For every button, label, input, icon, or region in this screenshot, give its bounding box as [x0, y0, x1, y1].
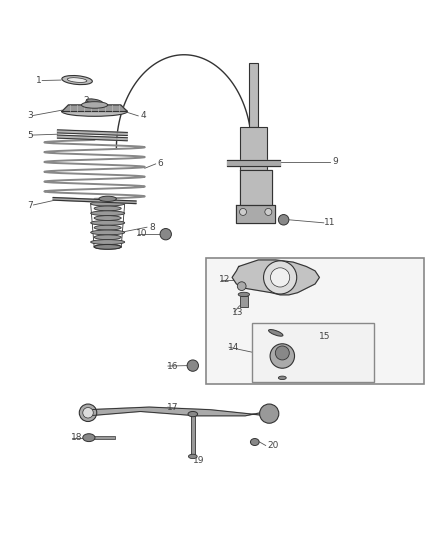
Polygon shape: [62, 105, 127, 111]
Text: 2: 2: [84, 96, 89, 105]
Polygon shape: [57, 135, 127, 141]
Text: 12: 12: [219, 275, 230, 284]
Polygon shape: [88, 407, 272, 416]
Text: 1: 1: [35, 76, 41, 85]
Bar: [89, 436, 115, 439]
Circle shape: [264, 261, 297, 294]
Ellipse shape: [188, 454, 197, 458]
Circle shape: [260, 404, 279, 423]
Text: 3: 3: [27, 111, 33, 120]
Text: 18: 18: [71, 433, 82, 442]
Circle shape: [279, 215, 289, 225]
Bar: [240, 296, 248, 306]
Ellipse shape: [91, 240, 125, 245]
Ellipse shape: [91, 201, 125, 206]
Text: 15: 15: [319, 332, 331, 341]
Ellipse shape: [91, 211, 125, 216]
Text: 20: 20: [267, 441, 279, 450]
Ellipse shape: [91, 221, 125, 225]
Ellipse shape: [67, 78, 87, 83]
Ellipse shape: [94, 245, 121, 249]
Circle shape: [237, 282, 246, 290]
Ellipse shape: [188, 411, 198, 417]
Text: 8: 8: [149, 223, 155, 232]
Circle shape: [265, 208, 272, 215]
Text: 11: 11: [324, 219, 335, 228]
Ellipse shape: [99, 196, 117, 201]
Ellipse shape: [94, 216, 121, 221]
Ellipse shape: [251, 439, 259, 446]
Ellipse shape: [94, 225, 121, 230]
Circle shape: [160, 229, 171, 240]
Ellipse shape: [62, 107, 127, 116]
Text: 14: 14: [228, 343, 239, 352]
Polygon shape: [240, 171, 272, 205]
Ellipse shape: [62, 76, 92, 85]
Polygon shape: [53, 198, 136, 204]
Bar: [191, 414, 194, 456]
Text: 6: 6: [158, 159, 164, 168]
Circle shape: [83, 408, 93, 418]
Circle shape: [240, 208, 247, 215]
Text: 16: 16: [166, 361, 178, 370]
Text: 17: 17: [166, 402, 178, 411]
Text: 5: 5: [27, 131, 33, 140]
Ellipse shape: [86, 99, 103, 104]
Bar: [249, 63, 258, 127]
Ellipse shape: [83, 434, 95, 441]
Text: 10: 10: [136, 229, 148, 238]
Text: 9: 9: [332, 157, 338, 166]
Ellipse shape: [94, 245, 121, 249]
Ellipse shape: [268, 329, 283, 336]
Circle shape: [271, 268, 290, 287]
Text: 4: 4: [141, 111, 146, 120]
Polygon shape: [237, 205, 275, 223]
Polygon shape: [57, 130, 127, 135]
Polygon shape: [227, 159, 280, 166]
Bar: [252, 323, 374, 382]
Bar: [240, 127, 267, 171]
Ellipse shape: [279, 376, 286, 379]
Ellipse shape: [94, 235, 121, 240]
Ellipse shape: [94, 206, 121, 211]
Polygon shape: [232, 260, 319, 295]
Ellipse shape: [238, 292, 250, 297]
Text: 13: 13: [232, 308, 244, 317]
Ellipse shape: [91, 230, 125, 235]
Text: 7: 7: [27, 201, 33, 210]
Circle shape: [276, 346, 289, 360]
Circle shape: [79, 404, 97, 422]
Text: 19: 19: [193, 456, 204, 465]
Ellipse shape: [81, 102, 108, 108]
Circle shape: [270, 344, 294, 368]
Circle shape: [187, 360, 198, 372]
Bar: [206, 258, 424, 384]
